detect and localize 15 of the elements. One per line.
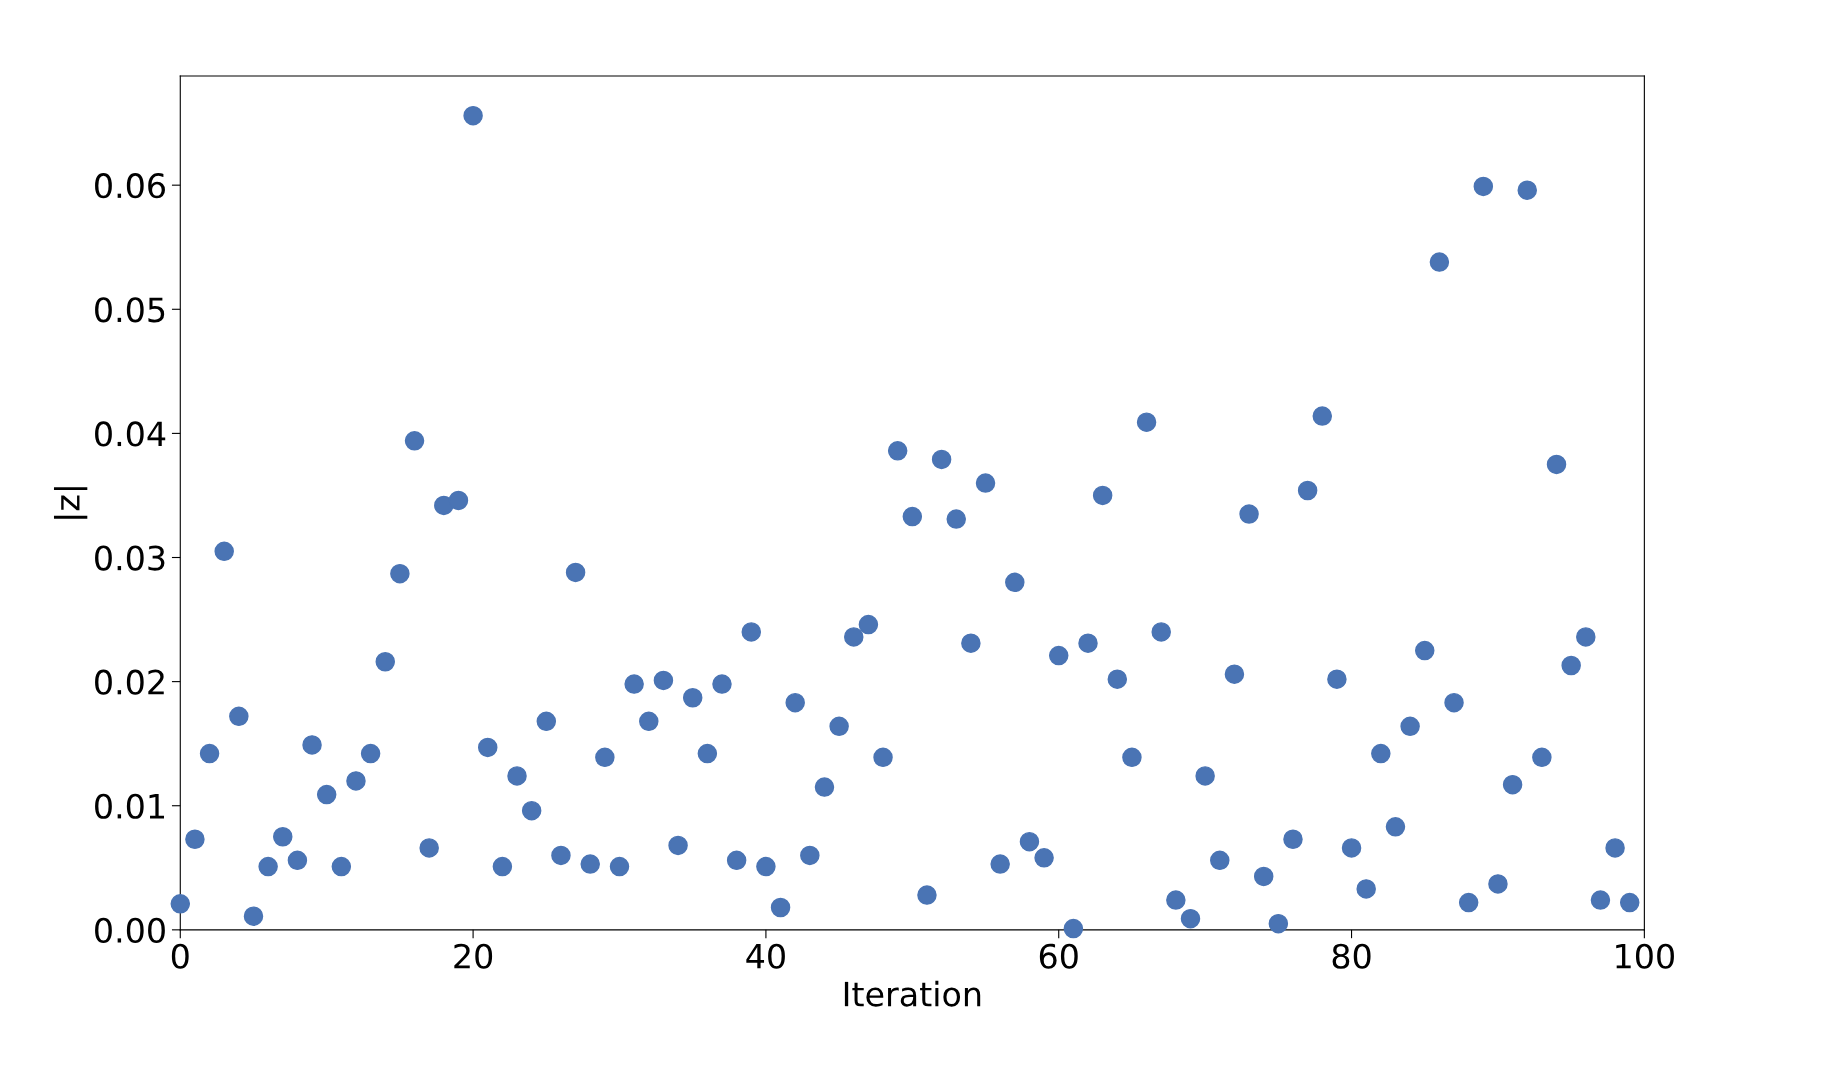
y-tick-label: 0.01 bbox=[95, 793, 165, 819]
x-tick-label: 100 bbox=[1616, 943, 1674, 969]
x-tick-label: 0 bbox=[171, 943, 189, 969]
y-tick-label: 0.04 bbox=[95, 421, 166, 447]
y-tick-label: 0.05 bbox=[95, 297, 165, 323]
y-tick-label: 0.06 bbox=[95, 173, 165, 199]
y-tick-label: 0.00 bbox=[95, 917, 165, 943]
x-tick-label: 80 bbox=[1332, 943, 1371, 969]
x-tick-label: 60 bbox=[1039, 943, 1078, 969]
y-tick-label: 0.02 bbox=[95, 669, 164, 695]
x-tick-label: 40 bbox=[746, 943, 785, 969]
y-axis-title: |z| bbox=[53, 487, 88, 519]
x-tick-label: 20 bbox=[454, 943, 493, 969]
x-axis-title: Iteration bbox=[844, 980, 981, 1007]
y-tick-label: 0.03 bbox=[95, 545, 165, 571]
